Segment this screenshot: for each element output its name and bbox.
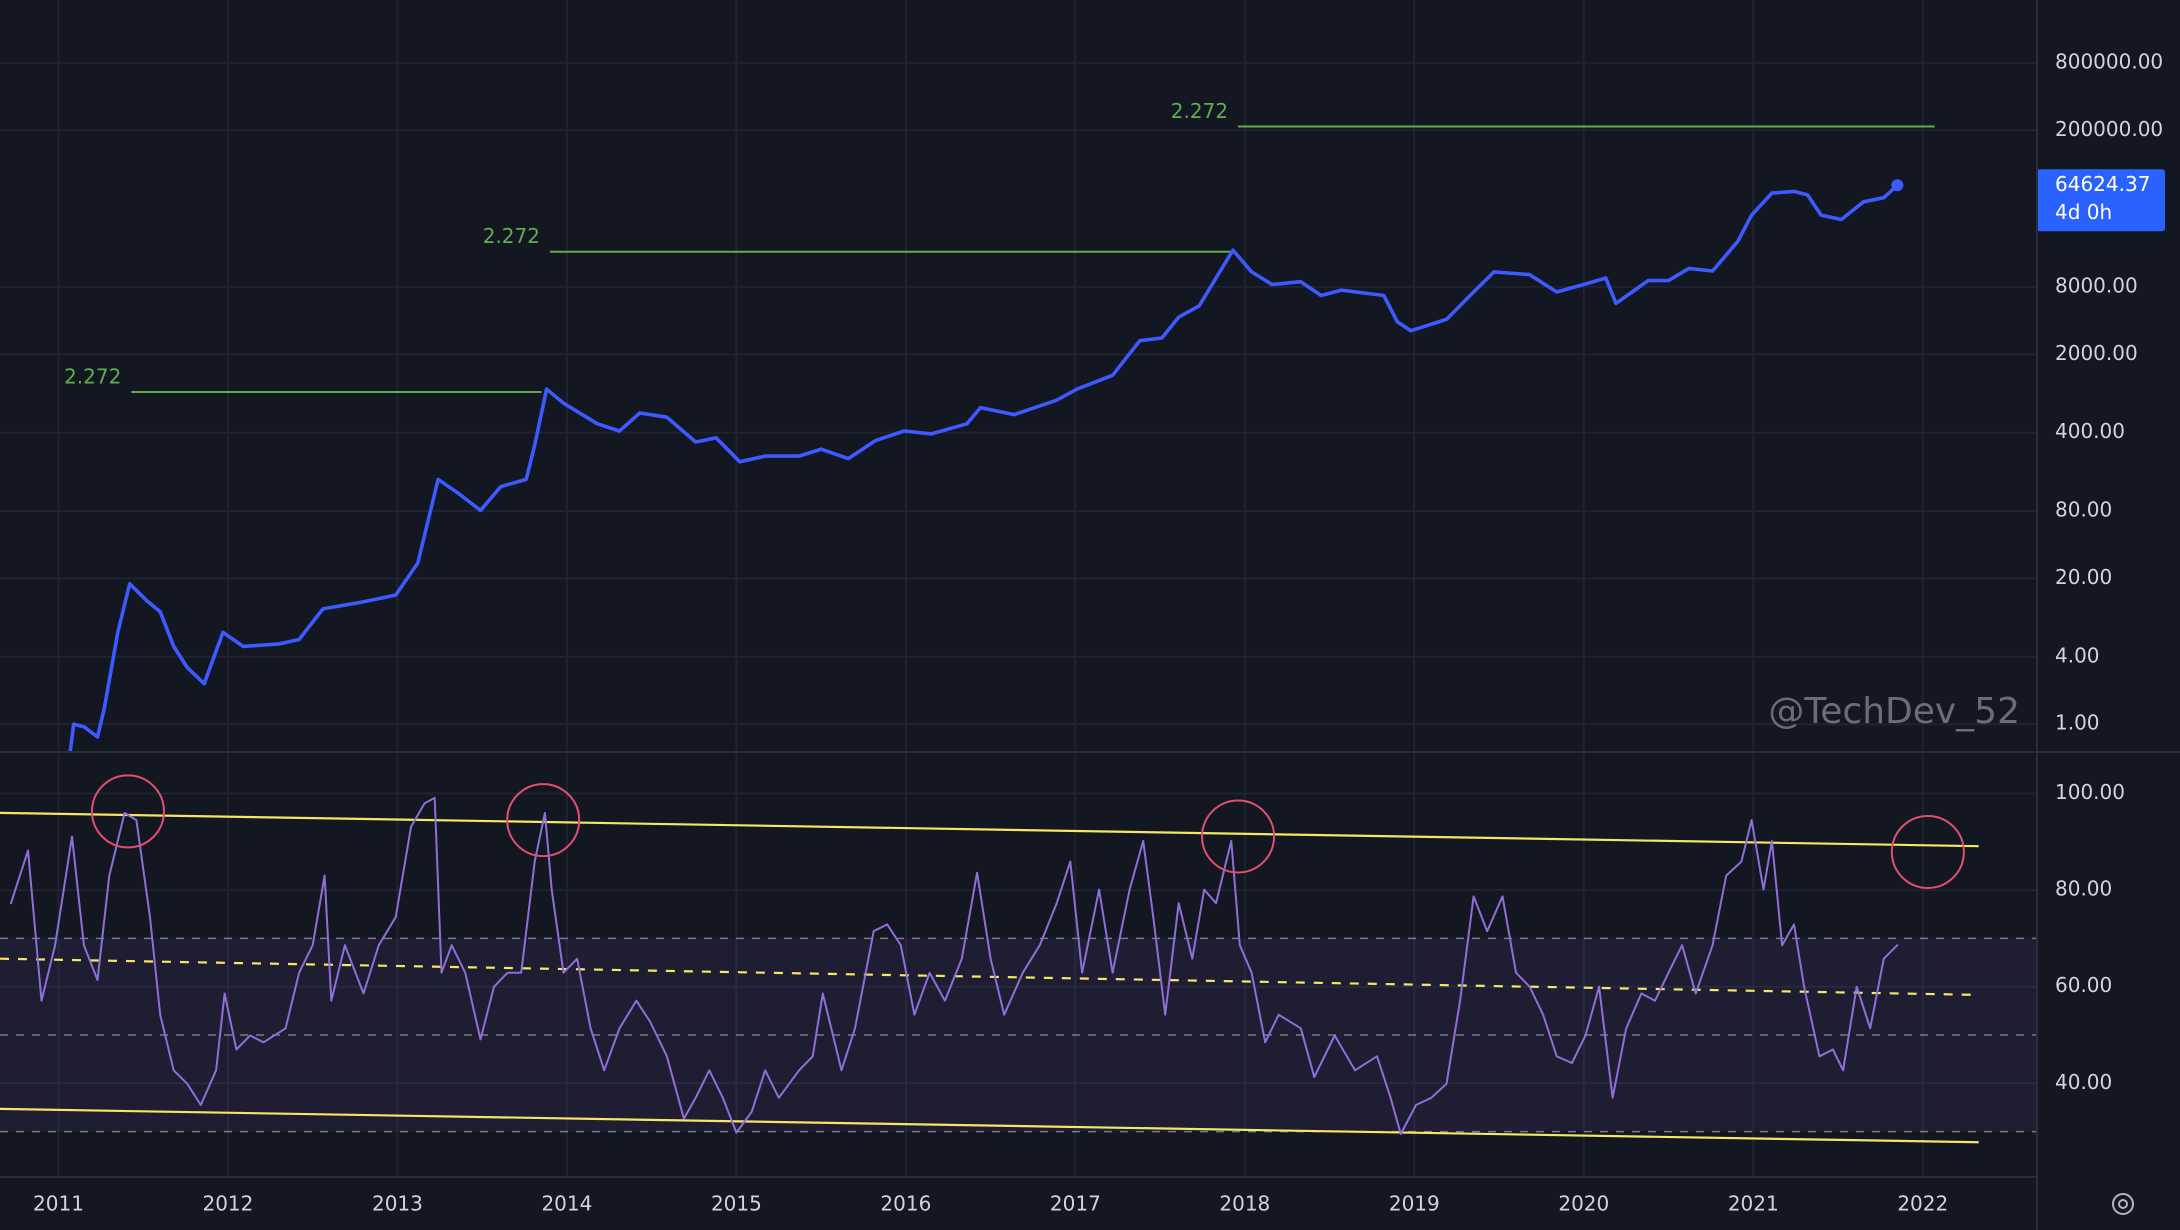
countdown-label: 4d 0h	[2055, 200, 2112, 224]
y-tick-label: 1.00	[2055, 711, 2100, 735]
x-tick-label: 2016	[880, 1192, 931, 1216]
x-tick-label: 2014	[541, 1192, 592, 1216]
y-tick-label: 80.00	[2055, 877, 2112, 901]
x-tick-label: 2015	[711, 1192, 762, 1216]
y-tick-label: 80.00	[2055, 497, 2112, 521]
pane	[0, 0, 2037, 752]
y-tick-label: 20.00	[2055, 565, 2112, 589]
series-line	[68, 183, 1900, 753]
settings-icon[interactable]	[2112, 1193, 2134, 1215]
x-tick-label: 2013	[372, 1192, 423, 1216]
x-tick-label: 2019	[1389, 1192, 1440, 1216]
fib-level-label: 2.272	[64, 364, 121, 388]
x-tick-label: 2020	[1558, 1192, 1609, 1216]
last-value-box	[2037, 169, 2165, 232]
fib-level-label: 2.272	[1171, 99, 1228, 123]
y-tick-label: 40.00	[2055, 1070, 2112, 1094]
y-tick-label: 100.00	[2055, 780, 2125, 804]
y-tick-label: 4.00	[2055, 643, 2100, 667]
trend-line	[0, 811, 1979, 848]
highlight-circle	[506, 783, 581, 858]
y-tick-label: 60.00	[2055, 973, 2112, 997]
highlight-circle	[1201, 799, 1276, 874]
y-tick-label: 200000.00	[2055, 117, 2163, 141]
y-tick-label: 400.00	[2055, 419, 2125, 443]
y-tick-label: 800000.00	[2055, 49, 2163, 73]
fib-level-label: 2.272	[483, 224, 540, 248]
watermark: @TechDev_52	[1768, 691, 2020, 732]
x-tick-label: 2011	[33, 1192, 84, 1216]
y-tick-label: 8000.00	[2055, 273, 2138, 297]
series-line	[10, 796, 1899, 1135]
highlight-circle	[90, 774, 165, 849]
x-tick-label: 2012	[202, 1192, 253, 1216]
gear-hub[interactable]	[2118, 1199, 2128, 1209]
y-tick-label: 2000.00	[2055, 341, 2138, 365]
last-point	[1891, 179, 1904, 192]
x-tick-label: 2018	[1219, 1192, 1270, 1216]
x-tick-label: 2017	[1050, 1192, 1101, 1216]
last-value-label: 64624.37	[2055, 172, 2150, 196]
x-tick-label: 2021	[1728, 1192, 1779, 1216]
trend-line	[0, 1107, 1979, 1144]
highlight-circle	[1890, 814, 1965, 889]
gear-ring[interactable]	[2112, 1193, 2134, 1215]
x-tick-label: 2022	[1897, 1192, 1948, 1216]
